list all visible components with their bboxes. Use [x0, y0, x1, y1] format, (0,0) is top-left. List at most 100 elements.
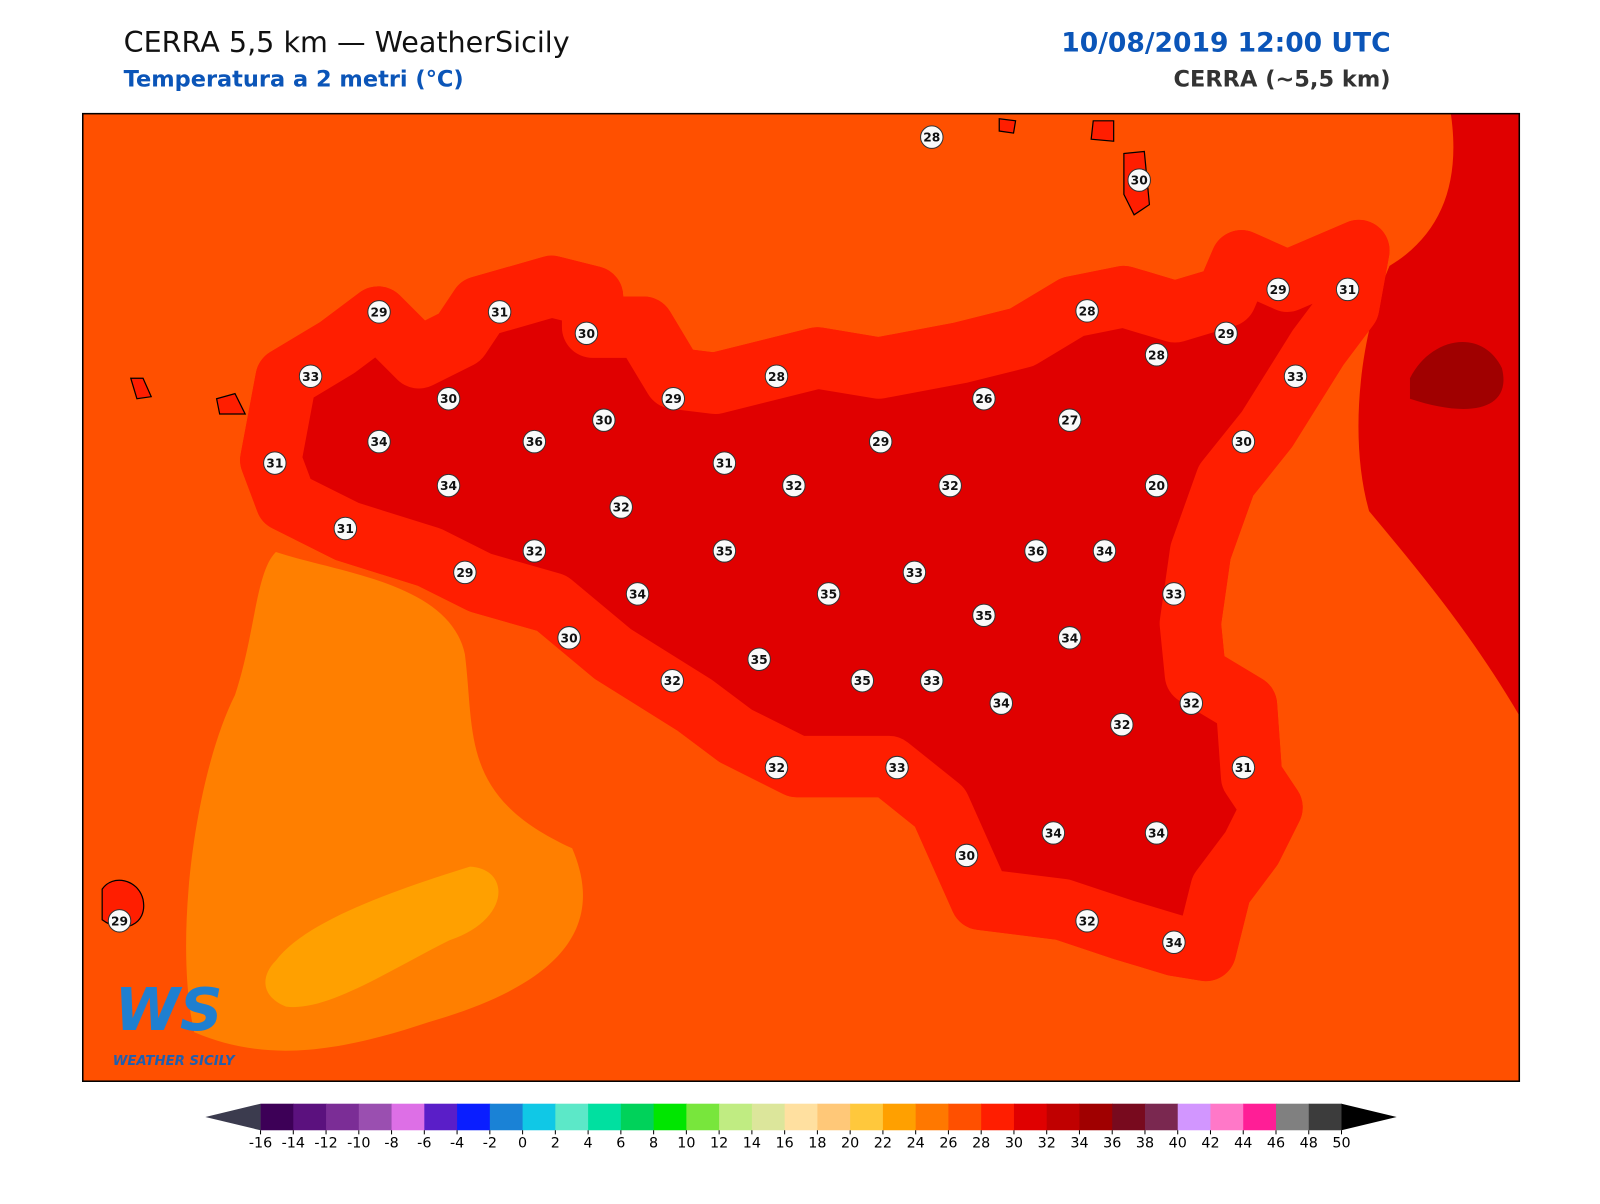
station-value: 28	[1079, 304, 1096, 318]
station-value: 34	[993, 697, 1010, 711]
colorbar-tick-label: -14	[282, 1136, 305, 1152]
colorbar-tick-label: 18	[808, 1136, 826, 1152]
stations: 28 30 29 31 30 33 30 30 29 28 34 36 31 34 31 32 29 26 28 28…	[107, 125, 1360, 955]
colorbar-tick-label: 10	[677, 1136, 695, 1152]
station-marker	[1266, 277, 1290, 302]
colorbar-swatch	[719, 1103, 753, 1131]
colorbar-under	[205, 1103, 261, 1131]
colorbar-tick-label: 26	[939, 1136, 957, 1152]
station-marker	[1075, 909, 1099, 933]
station-value: 31	[491, 305, 508, 319]
colorbar-swatch	[1079, 1103, 1113, 1131]
station-marker	[263, 451, 287, 475]
station-value: 33	[889, 761, 906, 775]
station-marker	[868, 429, 893, 454]
colorbar-swatch	[620, 1103, 655, 1131]
station-marker	[1057, 408, 1082, 432]
colorbar-tick-label: -2	[483, 1136, 497, 1152]
colorbar-swatch	[522, 1103, 556, 1131]
colorbar-swatch	[1210, 1103, 1244, 1131]
station-marker	[920, 125, 944, 149]
colorbar-tick-label: 28	[972, 1136, 990, 1152]
colorbar-tick-label: 20	[841, 1136, 859, 1152]
colorbar-tick-label: -4	[450, 1136, 464, 1152]
colorbar-swatch	[882, 1103, 917, 1131]
station-marker	[816, 582, 841, 606]
colorbar-tick-label: -6	[417, 1136, 431, 1152]
station-marker	[1041, 821, 1066, 845]
colorbar-tick-label: 34	[1070, 1136, 1088, 1152]
title: CERRA 5,5 km — WeatherSicily	[124, 25, 570, 59]
station-value: 30	[1131, 174, 1148, 188]
station-value: 32	[1183, 697, 1200, 711]
map	[82, 113, 1520, 1082]
station-marker	[972, 386, 996, 411]
colorbar-tick-label: -12	[314, 1136, 337, 1152]
station-marker	[1162, 582, 1186, 606]
station-marker	[1283, 364, 1308, 388]
land-calabria	[1409, 342, 1504, 409]
station-value: 35	[751, 653, 768, 667]
station-value: 34	[629, 587, 646, 601]
colorbar-swatch	[293, 1103, 327, 1131]
station-marker	[333, 516, 358, 541]
subtitle: Temperatura a 2 metri (°C)	[124, 66, 464, 92]
station-marker	[661, 386, 686, 411]
colorbar-swatch	[1308, 1103, 1343, 1131]
colorbar-tick-label: 24	[907, 1136, 925, 1152]
colorbar-over	[1341, 1103, 1397, 1131]
station-value: 34	[1061, 631, 1078, 645]
colorbar-tick-label: 12	[710, 1136, 728, 1152]
colorbar-swatch	[653, 1103, 687, 1131]
station-marker	[1214, 321, 1238, 346]
station-marker	[487, 300, 512, 324]
colorbar-tick-label: -8	[384, 1136, 398, 1152]
logo-name: WEATHER SICILY	[113, 1054, 236, 1069]
model: CERRA (~5,5 km)	[1174, 66, 1391, 92]
station-marker	[1231, 429, 1256, 454]
station-value: 35	[854, 674, 871, 688]
station-value: 34	[440, 479, 457, 493]
station-marker	[1144, 821, 1169, 845]
station-marker	[367, 429, 391, 454]
colorbar-swatch	[1275, 1103, 1310, 1131]
colorbar-swatch	[751, 1103, 786, 1131]
station-marker	[1144, 473, 1169, 498]
station-value: 30	[578, 327, 595, 341]
station-value: 34	[1148, 826, 1165, 840]
colorbar-tick-label: 46	[1267, 1136, 1285, 1152]
station-value: 30	[1235, 435, 1252, 449]
colorbar-swatch	[588, 1103, 622, 1131]
station-marker	[298, 364, 323, 388]
station-value: 30	[958, 849, 975, 863]
station-marker	[436, 473, 461, 498]
station-marker	[850, 668, 875, 693]
station-marker	[1092, 539, 1117, 563]
colorbar-tick-label: 6	[616, 1136, 625, 1152]
station-marker	[609, 495, 633, 519]
station-marker	[1179, 691, 1204, 715]
station-value: 31	[716, 457, 733, 471]
station-marker	[1127, 168, 1151, 192]
station-value: 28	[1148, 348, 1165, 362]
station-value: 33	[923, 674, 940, 688]
station-marker	[954, 843, 979, 868]
colorbar-swatch	[391, 1103, 425, 1131]
station-value: 33	[302, 370, 319, 384]
station-value: 35	[975, 609, 992, 623]
colorbar-swatch	[915, 1103, 949, 1131]
station-marker	[885, 755, 909, 780]
station-value: 29	[371, 305, 388, 319]
station-marker	[712, 451, 737, 475]
colorbar-swatch	[457, 1103, 491, 1131]
station-marker	[522, 539, 547, 563]
date: 10/08/2019 12:00 UTC	[1061, 28, 1390, 59]
station-value: 33	[1165, 587, 1182, 601]
station-marker	[1335, 277, 1360, 302]
station-value: 32	[613, 501, 630, 515]
station-value: 31	[1339, 283, 1356, 297]
colorbar-swatch	[1243, 1103, 1277, 1131]
colorbar-tick-label: 14	[743, 1136, 761, 1152]
station-marker	[972, 603, 996, 628]
station-value: 32	[526, 544, 543, 558]
